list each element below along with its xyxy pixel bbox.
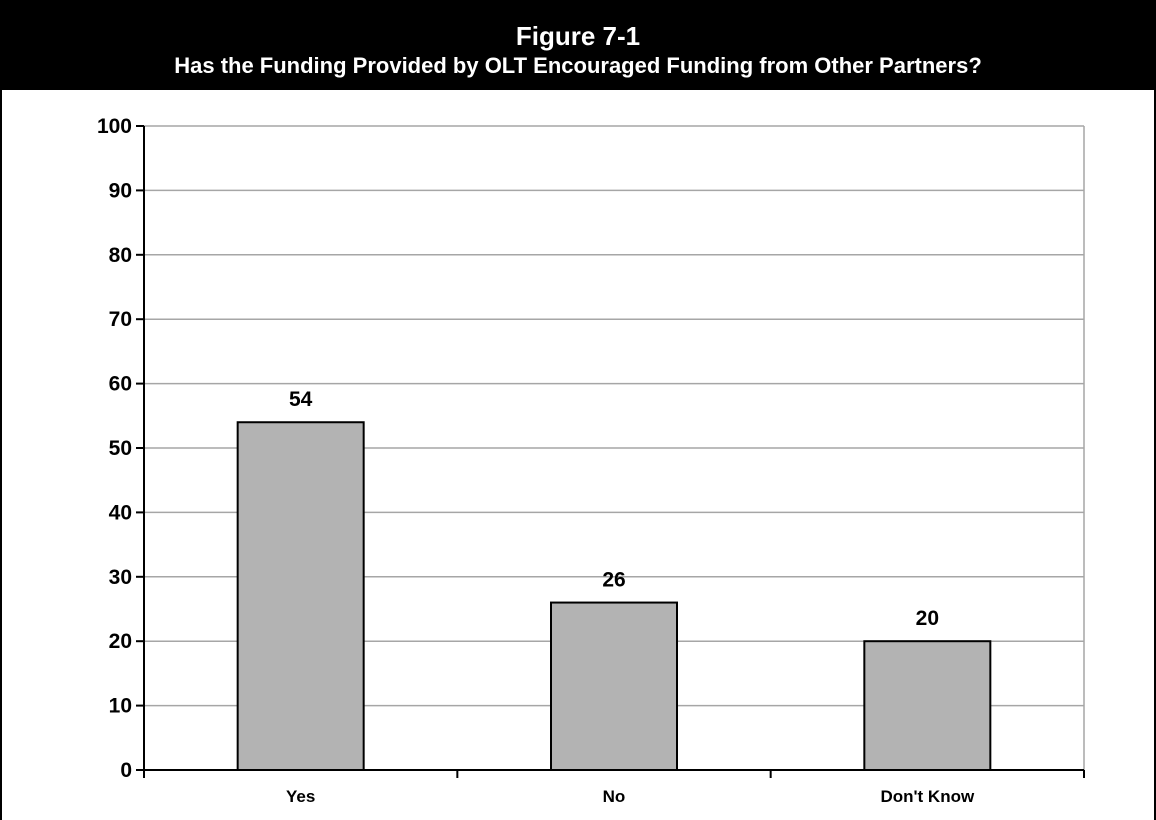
y-tick-label-10: 10 [109, 695, 132, 718]
data-label-0: 54 [289, 388, 313, 411]
x-tick-label-1: No [603, 787, 626, 806]
y-tick-label-80: 80 [109, 244, 132, 267]
labels: 0 10 20 30 40 50 60 70 80 90 100 54 Yes 26 No 20 Don't K… [97, 115, 975, 806]
y-tick-label-70: 70 [109, 308, 132, 331]
y-tick-label-90: 90 [109, 179, 132, 202]
bar-chart: 0 10 20 30 40 50 60 70 80 90 100 54 Yes 26 No 20 Don't K… [97, 115, 1085, 806]
data-label-2: 20 [916, 607, 939, 630]
figure-header: Figure 7-1 Has the Funding Provided by O… [0, 0, 1156, 90]
x-tick-label-0: Yes [286, 787, 315, 806]
bar-1 [550, 601, 678, 771]
bar-0 [236, 421, 365, 771]
figure-subtitle: Has the Funding Provided by OLT Encourag… [174, 53, 982, 78]
y-tick-label-0: 0 [120, 759, 132, 782]
y-tick-label-30: 30 [109, 566, 132, 589]
y-tick-label-20: 20 [109, 630, 132, 653]
data-label-1: 26 [602, 569, 625, 592]
axes [136, 125, 1085, 778]
y-tick-label-100: 100 [97, 115, 132, 138]
y-tick-label-60: 60 [109, 373, 132, 396]
y-tick-label-40: 40 [109, 501, 132, 524]
figure-title: Figure 7-1 [515, 21, 641, 51]
bars [236, 421, 992, 772]
y-tick-label-50: 50 [109, 437, 132, 460]
x-tick-label-2: Don't Know [880, 787, 975, 806]
chart-frame: 0 10 20 30 40 50 60 70 80 90 100 54 Yes 26 No 20 Don't K… [0, 90, 1156, 820]
bar-2 [863, 640, 992, 772]
